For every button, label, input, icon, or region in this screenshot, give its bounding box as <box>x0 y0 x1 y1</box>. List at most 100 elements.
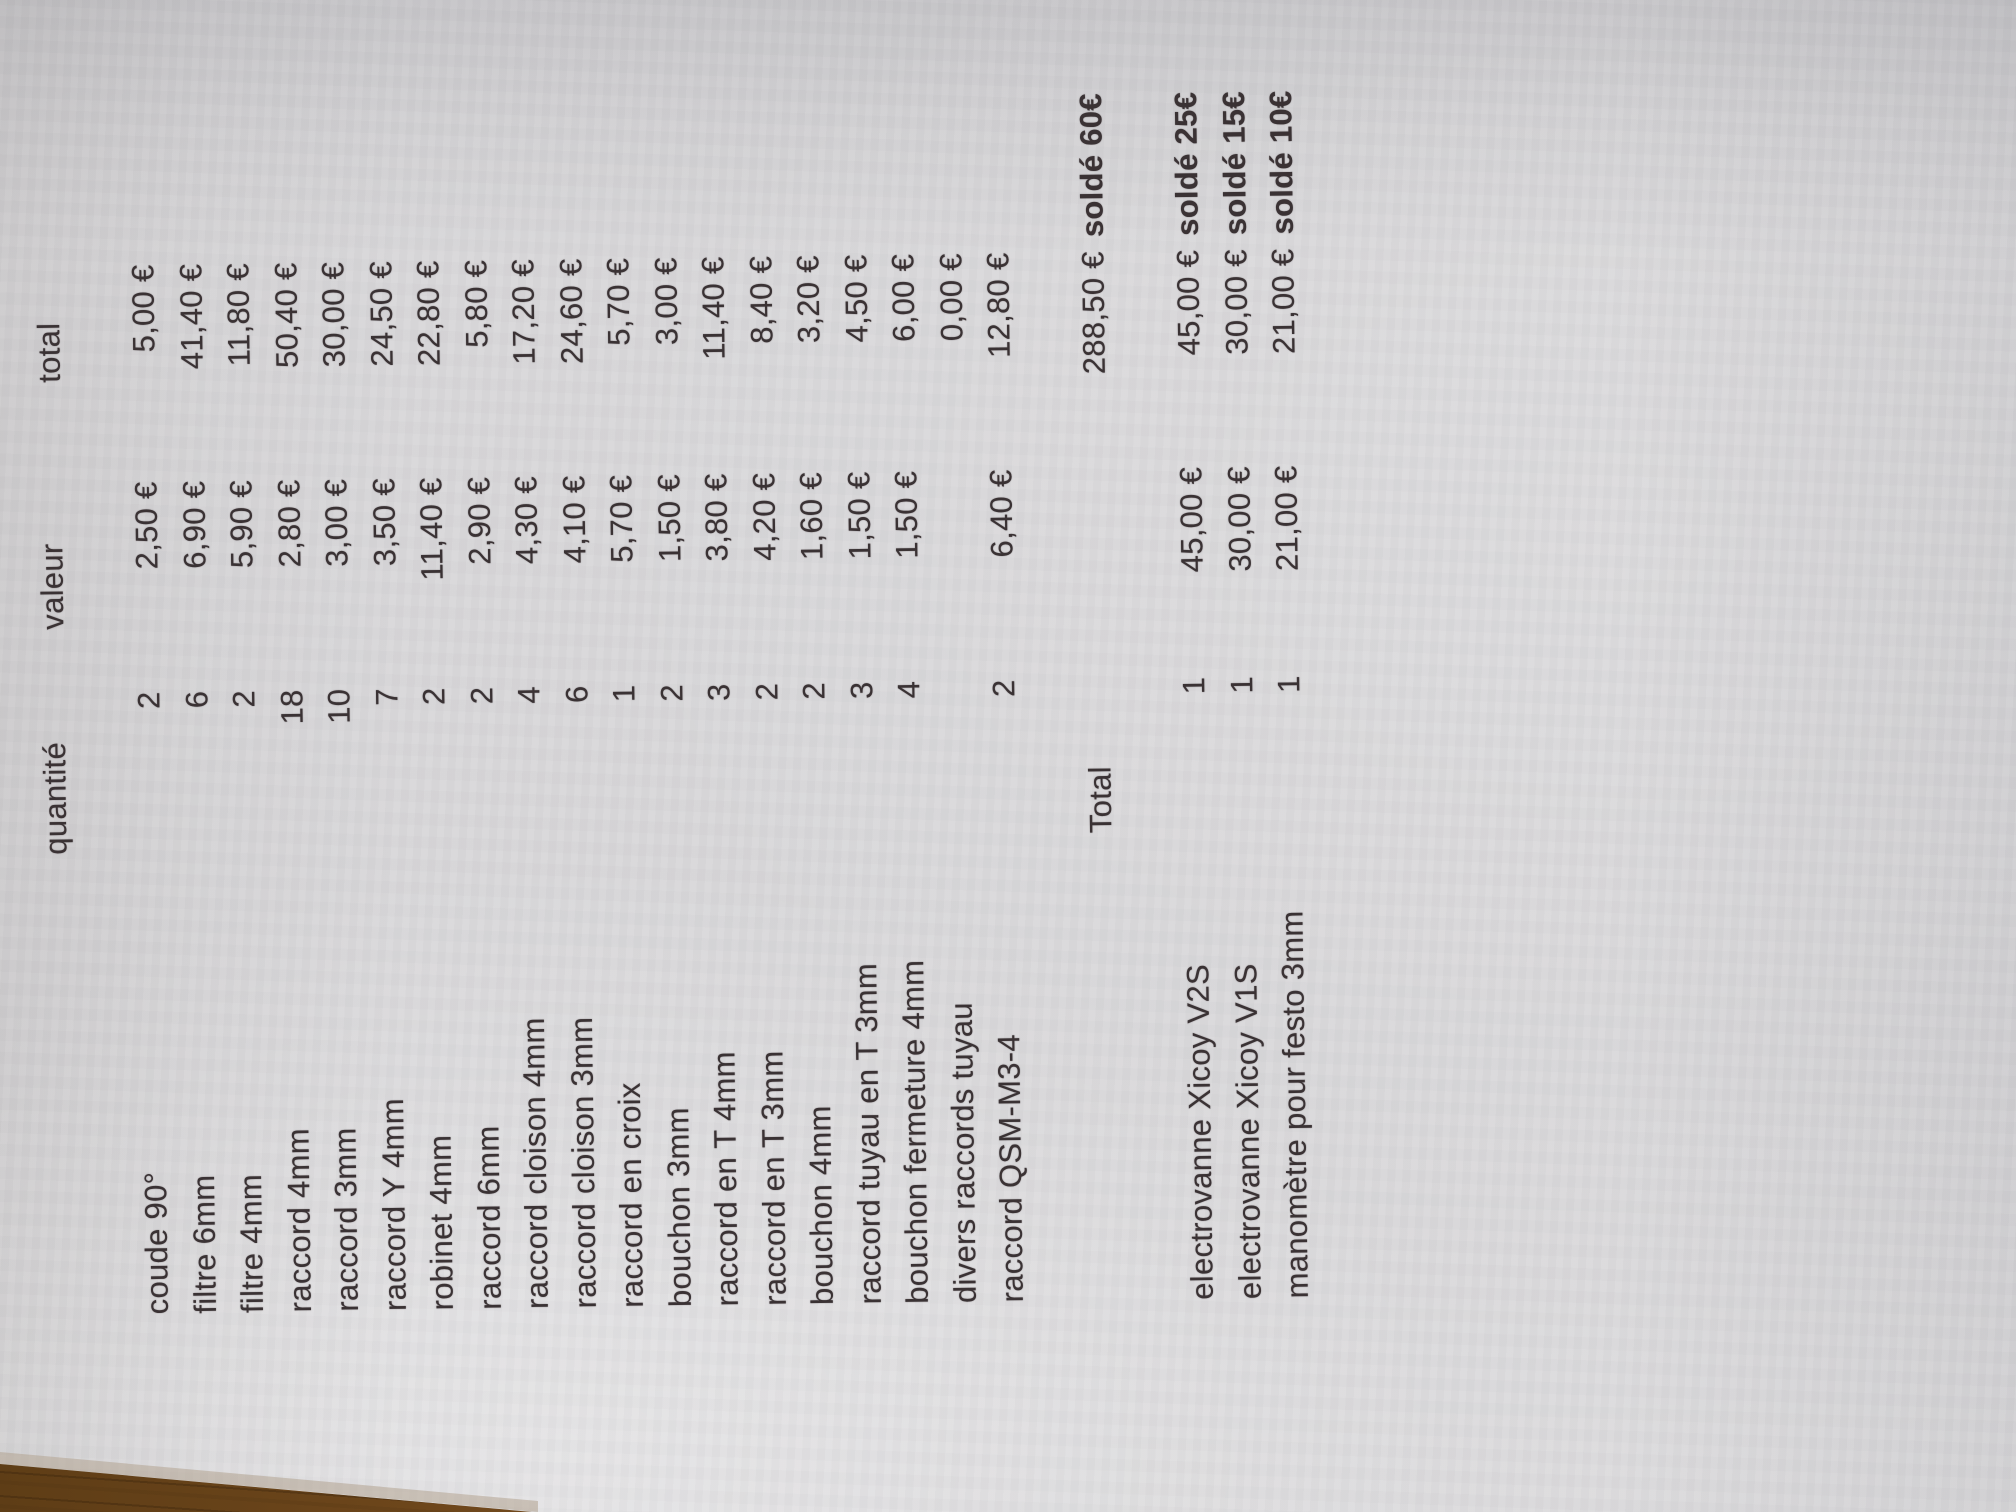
item-name: raccord en T 3mm <box>753 1050 793 1306</box>
item-quantity: 2 <box>653 683 689 702</box>
item-name: bouchon 4mm <box>802 1105 840 1306</box>
item-name: raccord 4mm <box>279 1127 318 1313</box>
item-quantity: 6 <box>178 690 215 709</box>
item-total: 30,00 € <box>315 261 352 368</box>
item-name: electrovanne Xicoy V1S <box>1227 963 1268 1300</box>
item-total: 30,00 € <box>1217 248 1255 355</box>
item-unit-value: 3,50 € <box>365 477 403 567</box>
item-name: raccord 3mm <box>327 1127 365 1312</box>
item-quantity: 1 <box>1271 675 1307 694</box>
item-total: 5,00 € <box>125 264 162 353</box>
item-quantity <box>938 680 941 880</box>
item-total: 6,00 € <box>885 253 922 343</box>
price-list-document: quantité valeur total coude 90° 2 2,50 €… <box>23 60 1330 1318</box>
item-quantity: 2 <box>796 681 832 700</box>
item-unit-value <box>935 470 938 670</box>
item-total: 12,80 € <box>980 252 1017 359</box>
item-unit-value: 3,80 € <box>698 473 735 562</box>
item-quantity: 18 <box>273 689 310 725</box>
item-name: coude 90° <box>137 1171 175 1315</box>
item-total: 5,80 € <box>457 259 494 349</box>
item-unit-value: 2,90 € <box>460 476 498 566</box>
item-name: filtre 4mm <box>233 1173 270 1314</box>
item-unit-value: 4,20 € <box>745 472 782 562</box>
item-name: raccord en T 4mm <box>706 1050 745 1307</box>
item-quantity: 2 <box>226 689 262 708</box>
item-quantity: 1 <box>1223 675 1259 694</box>
item-name: robinet 4mm <box>422 1134 460 1311</box>
item-sale-note: soldé 25€ <box>1167 91 1206 237</box>
item-total: 11,40 € <box>695 256 732 360</box>
item-name: bouchon fermeture 4mm <box>895 959 935 1304</box>
item-sale-note: soldé 15€ <box>1215 90 1253 236</box>
item-total: 11,80 € <box>220 262 257 367</box>
item-unit-value: 2,50 € <box>128 481 165 570</box>
item-name: electrovanne Xicoy V2S <box>1180 963 1220 1301</box>
item-name: manomètre pour festo 3mm <box>1274 910 1315 1299</box>
summary-sale-note: soldé 60€ <box>1073 92 1111 238</box>
column-header-total: total <box>31 322 67 384</box>
item-total: 50,40 € <box>267 262 305 369</box>
item-unit-value: 11,40 € <box>413 477 450 581</box>
summary-total: 288,50 € <box>1075 250 1112 375</box>
item-name: raccord Y 4mm <box>374 1097 413 1312</box>
item-quantity: 2 <box>748 682 784 701</box>
item-total: 41,40 € <box>172 263 210 370</box>
item-unit-value: 5,90 € <box>223 479 260 569</box>
item-quantity: 2 <box>131 691 167 710</box>
item-name: divers raccords tuyau <box>943 1001 983 1304</box>
item-total: 4,50 € <box>837 254 874 343</box>
extra-items-section: electrovanne Xicoy V2S 1 45,00 € 45,00 €… <box>1163 60 1323 1302</box>
item-name: raccord 6mm <box>469 1125 508 1310</box>
item-total: 3,20 € <box>790 254 827 344</box>
items-section: coude 90° 2 2,50 € 5,00 € filtre 6mm 6 6… <box>118 64 1038 1316</box>
item-name: raccord QSM-M3-4 <box>991 1033 1030 1303</box>
item-quantity: 6 <box>558 685 594 704</box>
item-quantity: 1 <box>606 684 642 703</box>
item-name: raccord tuyau en T 3mm <box>847 962 888 1305</box>
item-unit-value: 3,00 € <box>318 478 355 568</box>
item-unit-value: 4,30 € <box>508 475 545 565</box>
rotated-document: quantité valeur total coude 90° 2 2,50 €… <box>23 60 1330 1318</box>
item-unit-value: 21,00 € <box>1268 465 1305 572</box>
column-header-unit-value: valeur <box>34 543 71 630</box>
item-quantity: 2 <box>463 686 499 705</box>
item-unit-value: 5,70 € <box>603 474 640 564</box>
item-sale-note: soldé 10€ <box>1262 90 1300 235</box>
item-total: 0,00 € <box>932 252 969 342</box>
item-quantity: 4 <box>891 680 927 699</box>
item-quantity: 10 <box>321 688 357 725</box>
summary-label: Total <box>1082 765 1119 834</box>
item-quantity: 3 <box>843 681 879 700</box>
item-unit-value: 6,90 € <box>175 480 213 570</box>
item-quantity: 2 <box>986 679 1022 698</box>
item-unit-value: 45,00 € <box>1173 466 1210 573</box>
item-total: 24,50 € <box>362 260 400 367</box>
item-name: filtre 6mm <box>185 1174 223 1314</box>
item-name: raccord en croix <box>611 1082 650 1308</box>
item-unit-value: 6,40 € <box>983 469 1020 558</box>
column-header-quantity: quantité <box>36 741 74 855</box>
item-total: 22,80 € <box>410 260 447 367</box>
item-name: raccord cloison 3mm <box>563 1016 603 1309</box>
item-quantity: 4 <box>511 685 547 704</box>
item-quantity: 1 <box>1176 676 1212 695</box>
item-quantity: 3 <box>701 683 737 702</box>
item-quantity: 7 <box>368 687 404 706</box>
item-total: 17,20 € <box>505 258 542 365</box>
item-total: 5,70 € <box>600 257 637 347</box>
item-unit-value: 1,60 € <box>793 471 830 561</box>
item-quantity: 2 <box>416 687 452 706</box>
item-unit-value: 1,50 € <box>650 473 688 563</box>
item-unit-value: 30,00 € <box>1220 465 1258 572</box>
item-unit-value: 1,50 € <box>888 470 925 560</box>
item-total: 8,40 € <box>742 255 779 345</box>
item-total: 21,00 € <box>1265 248 1302 355</box>
item-total: 3,00 € <box>647 256 684 346</box>
item-unit-value: 1,50 € <box>840 471 877 560</box>
item-unit-value: 2,80 € <box>270 479 308 568</box>
item-name: raccord cloison 4mm <box>515 1017 555 1310</box>
